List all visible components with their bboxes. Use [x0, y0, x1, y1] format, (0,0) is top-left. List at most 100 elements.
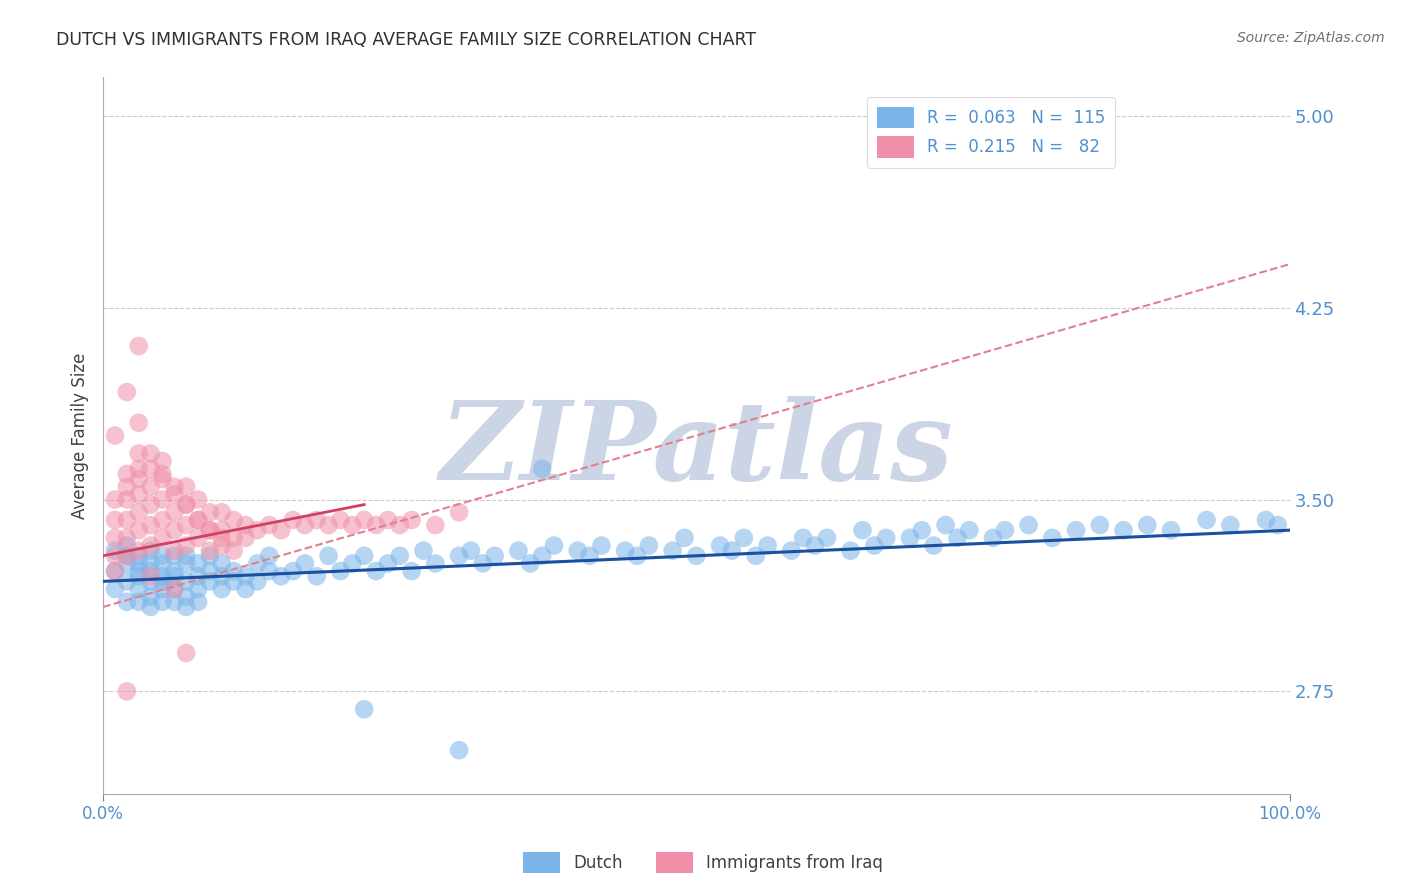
Point: [531, 549, 554, 563]
Point: [1254, 513, 1277, 527]
Point: [104, 549, 127, 563]
Point: [1040, 531, 1063, 545]
Point: [152, 582, 174, 596]
Point: [222, 574, 245, 589]
Point: [863, 539, 886, 553]
Point: [139, 599, 162, 614]
Point: [449, 549, 471, 563]
Point: [104, 513, 127, 527]
Point: [305, 513, 328, 527]
Point: [152, 595, 174, 609]
Point: [174, 646, 197, 660]
Point: [139, 543, 162, 558]
Point: [128, 582, 150, 596]
Point: [957, 523, 980, 537]
Point: [104, 428, 127, 442]
Point: [780, 543, 803, 558]
Point: [449, 743, 471, 757]
Text: DUTCH VS IMMIGRANTS FROM IRAQ AVERAGE FAMILY SIZE CORRELATION CHART: DUTCH VS IMMIGRANTS FROM IRAQ AVERAGE FA…: [56, 31, 756, 49]
Point: [104, 582, 127, 596]
Point: [235, 582, 257, 596]
Point: [104, 564, 127, 578]
Point: [294, 557, 316, 571]
Point: [139, 557, 162, 571]
Point: [115, 684, 138, 698]
Point: [377, 513, 399, 527]
Point: [425, 518, 447, 533]
Point: [401, 513, 423, 527]
Point: [198, 523, 221, 537]
Point: [329, 513, 352, 527]
Point: [152, 513, 174, 527]
Point: [163, 523, 186, 537]
Point: [104, 531, 127, 545]
Point: [211, 505, 233, 519]
Point: [139, 564, 162, 578]
Point: [377, 557, 399, 571]
Point: [163, 543, 186, 558]
Point: [246, 523, 269, 537]
Point: [115, 557, 138, 571]
Point: [281, 513, 304, 527]
Point: [211, 557, 233, 571]
Point: [198, 523, 221, 537]
Point: [531, 462, 554, 476]
Y-axis label: Average Family Size: Average Family Size: [72, 352, 89, 519]
Point: [115, 574, 138, 589]
Point: [815, 531, 838, 545]
Point: [211, 569, 233, 583]
Point: [128, 543, 150, 558]
Point: [388, 518, 411, 533]
Point: [257, 518, 280, 533]
Point: [911, 523, 934, 537]
Point: [174, 590, 197, 604]
Point: [139, 574, 162, 589]
Point: [508, 543, 530, 558]
Point: [235, 518, 257, 533]
Point: [1064, 523, 1087, 537]
Point: [270, 523, 292, 537]
Point: [318, 518, 340, 533]
Point: [401, 564, 423, 578]
Point: [187, 513, 209, 527]
Point: [211, 523, 233, 537]
Point: [115, 549, 138, 563]
Point: [174, 498, 197, 512]
Point: [187, 513, 209, 527]
Point: [198, 505, 221, 519]
Point: [543, 539, 565, 553]
Point: [163, 505, 186, 519]
Point: [257, 564, 280, 578]
Point: [721, 543, 744, 558]
Point: [342, 518, 364, 533]
Point: [661, 543, 683, 558]
Point: [257, 549, 280, 563]
Point: [1112, 523, 1135, 537]
Point: [128, 549, 150, 563]
Point: [104, 492, 127, 507]
Point: [412, 543, 434, 558]
Point: [128, 557, 150, 571]
Point: [804, 539, 827, 553]
Point: [1018, 518, 1040, 533]
Point: [981, 531, 1004, 545]
Point: [353, 513, 375, 527]
Point: [128, 339, 150, 353]
Point: [163, 595, 186, 609]
Point: [922, 539, 945, 553]
Point: [898, 531, 921, 545]
Point: [211, 539, 233, 553]
Point: [174, 549, 197, 563]
Point: [139, 480, 162, 494]
Point: [104, 564, 127, 578]
Point: [163, 569, 186, 583]
Point: [305, 569, 328, 583]
Point: [222, 513, 245, 527]
Point: [115, 595, 138, 609]
Point: [152, 569, 174, 583]
Point: [104, 543, 127, 558]
Point: [139, 539, 162, 553]
Point: [128, 564, 150, 578]
Point: [281, 564, 304, 578]
Point: [222, 564, 245, 578]
